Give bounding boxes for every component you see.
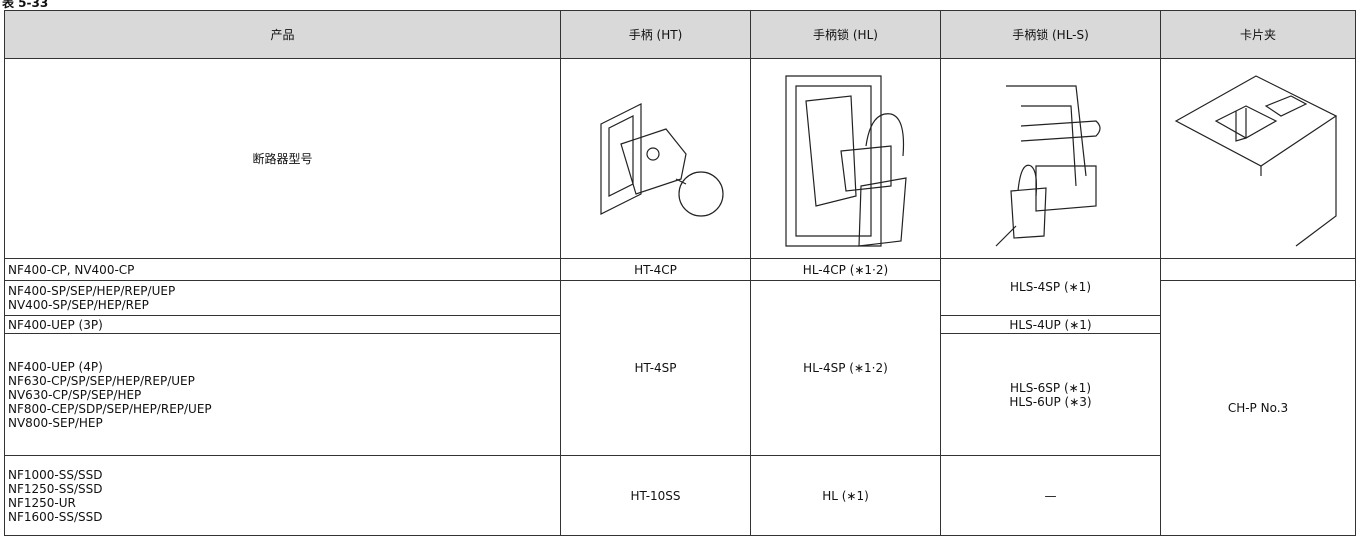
model: NF400-SP/SEP/HEP/REP/UEP	[8, 284, 176, 298]
card-clip-icon	[1174, 75, 1337, 247]
row-label: 断路器型号	[4, 58, 561, 259]
hls-cell: HLS-4UP (∗1)	[940, 315, 1161, 334]
header-cell: 产品	[4, 10, 561, 59]
ht-cell: HT-10SS	[560, 455, 751, 536]
model: NF1600-SS/SSD	[8, 509, 103, 524]
model: NF1000-SS/SSD	[8, 467, 103, 482]
model-cell: NF1000-SS/SSD NF1250-SS/SSD NF1250-UR NF…	[4, 455, 561, 536]
model-cell: NF400-UEP (3P)	[4, 315, 561, 334]
model-cell: NF400-UEP (4P) NF630-CP/SP/SEP/HEP/REP/U…	[4, 333, 561, 456]
row: NF400-UEP (4P) NF630-CP/SP/SEP/HEP/REP/U…	[4, 333, 1356, 456]
hls-cell: HLS-4SP (∗1)	[940, 258, 1161, 316]
hl-cell: HL (∗1)	[750, 455, 941, 536]
ht-cell: HT-4SP	[560, 280, 751, 456]
ht-cell: HT-4CP	[560, 258, 751, 281]
hls-item: HLS-6UP (∗3)	[1009, 394, 1092, 409]
hl-cell: HL-4CP (∗1·2)	[750, 258, 941, 281]
header-cell: 手柄 (HT)	[560, 10, 751, 59]
model: NF400-UEP (3P)	[8, 317, 103, 332]
row: NF400-SP/SEP/HEP/REP/UEP NV400-SP/SEP/HE…	[4, 280, 1356, 536]
header-row: 产品 手柄 (HT) 手柄锁 (HL) 手柄锁 (HL-S) 卡片夹	[4, 10, 1356, 59]
model: NF630-CP/SP/SEP/HEP/REP/UEP	[8, 373, 195, 388]
model: NF1250-UR	[8, 495, 76, 510]
handle-lock-s-icon	[995, 85, 1101, 247]
row: NF1000-SS/SSD NF1250-SS/SSD NF1250-UR NF…	[4, 455, 1356, 536]
hls-cell: —	[940, 455, 1161, 536]
header-cell: 卡片夹	[1160, 10, 1356, 59]
model: NF1250-SS/SSD	[8, 481, 103, 496]
hl-cell: HL-4SP (∗1·2)	[750, 280, 941, 456]
header-cell: 手柄锁 (HL)	[750, 10, 941, 59]
model: NF800-CEP/SDP/SEP/HEP/REP/UEP	[8, 401, 212, 416]
caption: 表 5-33	[2, 0, 49, 10]
accessory-table: 产品 手柄 (HT) 手柄锁 (HL) 手柄锁 (HL-S) 卡片夹 断路器型号	[4, 10, 1356, 536]
card-cell	[1160, 258, 1356, 281]
handle-icon	[599, 102, 724, 217]
header-cell: 手柄锁 (HL-S)	[940, 10, 1161, 59]
image-cell	[560, 58, 751, 259]
image-cell	[940, 58, 1161, 259]
row: NF400-UEP (3P) HLS-4UP (∗1)	[4, 315, 1356, 334]
model: NV800-SEP/HEP	[8, 415, 103, 430]
card-cell: CH-P No.3	[1160, 280, 1356, 536]
model: NF400-CP, NV400-CP	[8, 262, 135, 277]
model-cell: NF400-CP, NV400-CP	[4, 258, 561, 281]
hls-item: HLS-6SP (∗1)	[1009, 380, 1091, 395]
image-cell	[1160, 58, 1356, 259]
model: NF400-UEP (4P)	[8, 359, 103, 374]
model: NV630-CP/SP/SEP/HEP	[8, 387, 142, 402]
image-cell	[750, 58, 941, 259]
image-row: 断路器型号	[4, 58, 1356, 259]
hls-cell: HLS-6SP (∗1) HLS-6UP (∗3)	[940, 333, 1161, 456]
handle-lock-icon	[784, 75, 907, 247]
model: NV400-SP/SEP/HEP/REP	[8, 298, 149, 312]
row: NF400-CP, NV400-CP HT-4CP HL-4CP (∗1·2) …	[4, 258, 1356, 316]
model-cell: NF400-SP/SEP/HEP/REP/UEP NV400-SP/SEP/HE…	[4, 280, 561, 316]
